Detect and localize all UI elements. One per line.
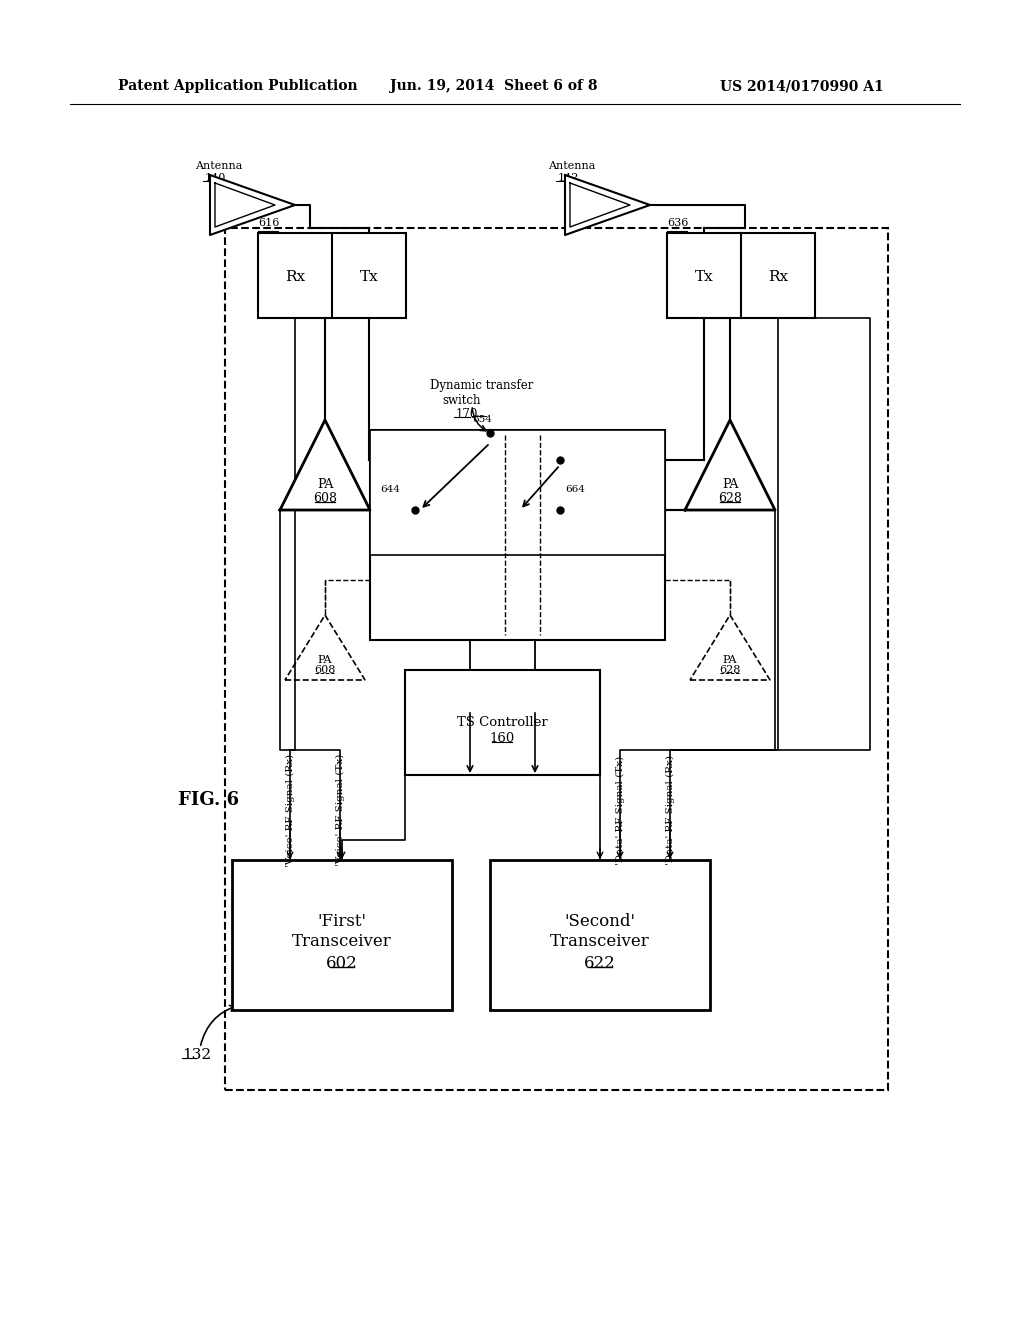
Text: 'Data' RF Signal (Rx): 'Data' RF Signal (Rx) bbox=[666, 755, 675, 865]
Bar bbox=[667, 234, 815, 318]
Polygon shape bbox=[280, 420, 370, 510]
Polygon shape bbox=[215, 183, 275, 227]
Text: 664: 664 bbox=[565, 486, 585, 495]
Text: TS Controller: TS Controller bbox=[457, 715, 548, 729]
Text: 622: 622 bbox=[584, 954, 615, 972]
Text: 142: 142 bbox=[558, 173, 580, 183]
Text: 'Voice' RF Signal (Tx): 'Voice' RF Signal (Tx) bbox=[336, 754, 344, 866]
Text: US 2014/0170990 A1: US 2014/0170990 A1 bbox=[720, 79, 884, 92]
Text: 602: 602 bbox=[326, 954, 357, 972]
Text: 160: 160 bbox=[489, 731, 515, 744]
Text: Rx: Rx bbox=[285, 271, 305, 284]
Bar bbox=[370, 430, 665, 640]
Bar bbox=[232, 861, 452, 1010]
Text: 616: 616 bbox=[258, 218, 280, 228]
Text: PA: PA bbox=[316, 479, 333, 491]
Text: 'Data' RF Signal (Tx): 'Data' RF Signal (Tx) bbox=[615, 755, 625, 865]
Text: 132: 132 bbox=[182, 1048, 211, 1063]
Text: 644: 644 bbox=[380, 486, 400, 495]
Polygon shape bbox=[565, 176, 650, 235]
Text: 170: 170 bbox=[456, 408, 478, 421]
Text: 608: 608 bbox=[314, 665, 336, 675]
Text: Antenna: Antenna bbox=[195, 161, 243, 172]
Text: 140: 140 bbox=[205, 173, 226, 183]
Bar bbox=[258, 234, 406, 318]
Text: Transceiver: Transceiver bbox=[550, 933, 650, 950]
Text: 'First': 'First' bbox=[317, 913, 367, 931]
Bar bbox=[370, 430, 665, 554]
Text: FIG. 6: FIG. 6 bbox=[178, 791, 240, 809]
Text: Patent Application Publication: Patent Application Publication bbox=[118, 79, 357, 92]
Text: Jun. 19, 2014  Sheet 6 of 8: Jun. 19, 2014 Sheet 6 of 8 bbox=[390, 79, 597, 92]
Text: PA: PA bbox=[722, 479, 738, 491]
Bar bbox=[406, 671, 600, 775]
Text: 'Second': 'Second' bbox=[564, 913, 636, 931]
Text: 654: 654 bbox=[472, 414, 492, 424]
Text: 608: 608 bbox=[313, 491, 337, 504]
Text: Antenna: Antenna bbox=[548, 161, 595, 172]
Text: 'Voice' RF Signal (Rx): 'Voice' RF Signal (Rx) bbox=[286, 754, 295, 866]
Text: Dynamic transfer: Dynamic transfer bbox=[430, 379, 534, 392]
Text: Rx: Rx bbox=[768, 271, 788, 284]
Text: switch: switch bbox=[442, 393, 480, 407]
Bar bbox=[225, 228, 888, 1090]
Text: 628: 628 bbox=[719, 665, 740, 675]
Text: Tx: Tx bbox=[359, 271, 379, 284]
Text: Tx: Tx bbox=[694, 271, 714, 284]
Polygon shape bbox=[685, 420, 775, 510]
Polygon shape bbox=[570, 183, 630, 227]
Text: PA: PA bbox=[317, 655, 332, 665]
Text: 636: 636 bbox=[667, 218, 688, 228]
Bar bbox=[490, 861, 710, 1010]
Polygon shape bbox=[210, 176, 295, 235]
Text: 628: 628 bbox=[718, 491, 742, 504]
Text: PA: PA bbox=[723, 655, 737, 665]
Text: Transceiver: Transceiver bbox=[292, 933, 392, 950]
